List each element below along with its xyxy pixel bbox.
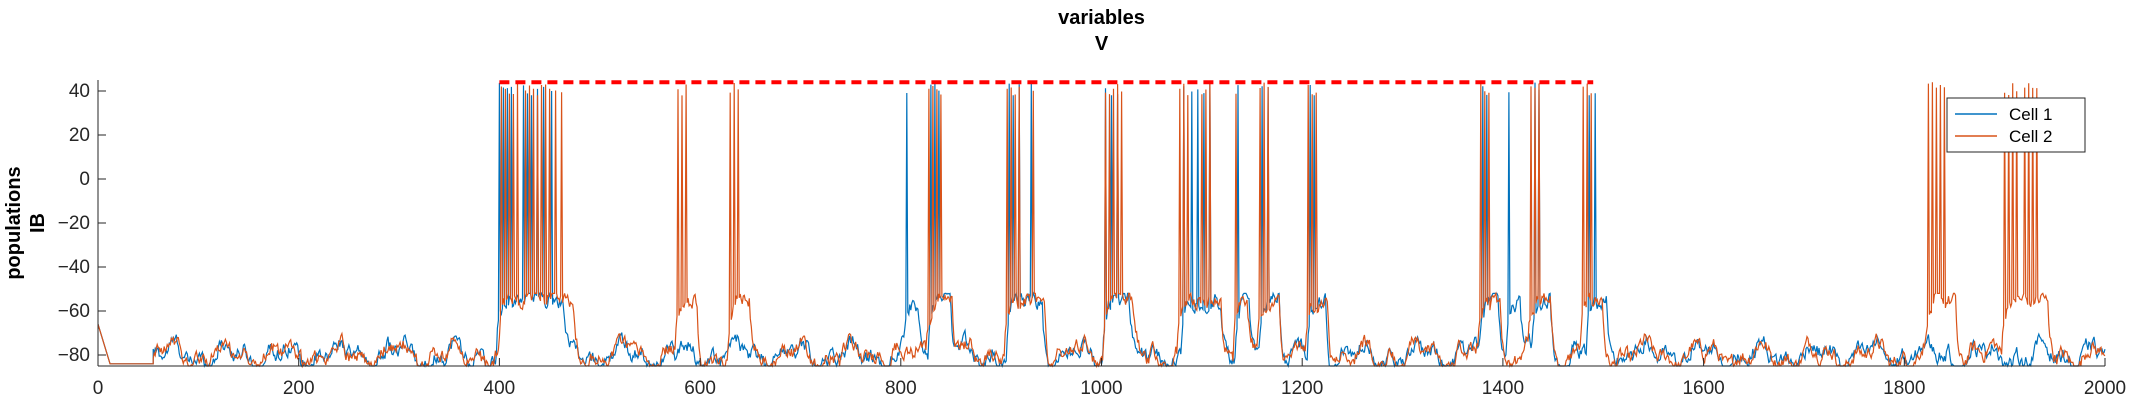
x-tick-label: 1000 (1080, 378, 1122, 399)
y-label-line: IB (27, 213, 49, 233)
y-tick-label: −40 (58, 257, 90, 278)
series-line-cell-1 (97, 82, 2106, 369)
legend: Cell 1 Cell 2 (1946, 97, 2086, 153)
y-tick-label: 0 (79, 169, 90, 190)
y-tick-label: −20 (58, 213, 90, 234)
y-tick-label: 20 (69, 125, 90, 146)
y-tick-label: −80 (58, 345, 90, 366)
title-line: variables (1058, 7, 1145, 29)
y-axis-label: populations IB (3, 166, 49, 279)
x-tick-label: 1800 (1883, 378, 1925, 399)
plot-area (97, 80, 2106, 369)
x-tick-label: 1200 (1281, 378, 1323, 399)
x-tick-label: 0 (93, 378, 104, 399)
legend-entry-label: Cell 2 (2009, 127, 2052, 146)
x-tick-label: 600 (684, 378, 716, 399)
x-tick-label: 1400 (1482, 378, 1524, 399)
y-tick-label: −60 (58, 301, 90, 322)
y-tick-label: 40 (69, 81, 90, 102)
x-tick-label: 2000 (2084, 378, 2126, 399)
title-line: V (1095, 33, 1109, 55)
x-tick-label: 800 (885, 378, 917, 399)
x-tick-label: 1600 (1682, 378, 1724, 399)
x-tick-label: 400 (484, 378, 516, 399)
axes: 0 200 400 600 800 1000 1200 1400 1600 1800 2000402… (58, 80, 2126, 399)
x-tick-label: 200 (283, 378, 315, 399)
chart-title: variables V (1058, 7, 1145, 55)
series-line-cell-2 (97, 82, 2106, 369)
y-label-line: populations (3, 166, 25, 279)
legend-entry-label: Cell 1 (2009, 105, 2052, 124)
legend-box (1946, 97, 2086, 153)
